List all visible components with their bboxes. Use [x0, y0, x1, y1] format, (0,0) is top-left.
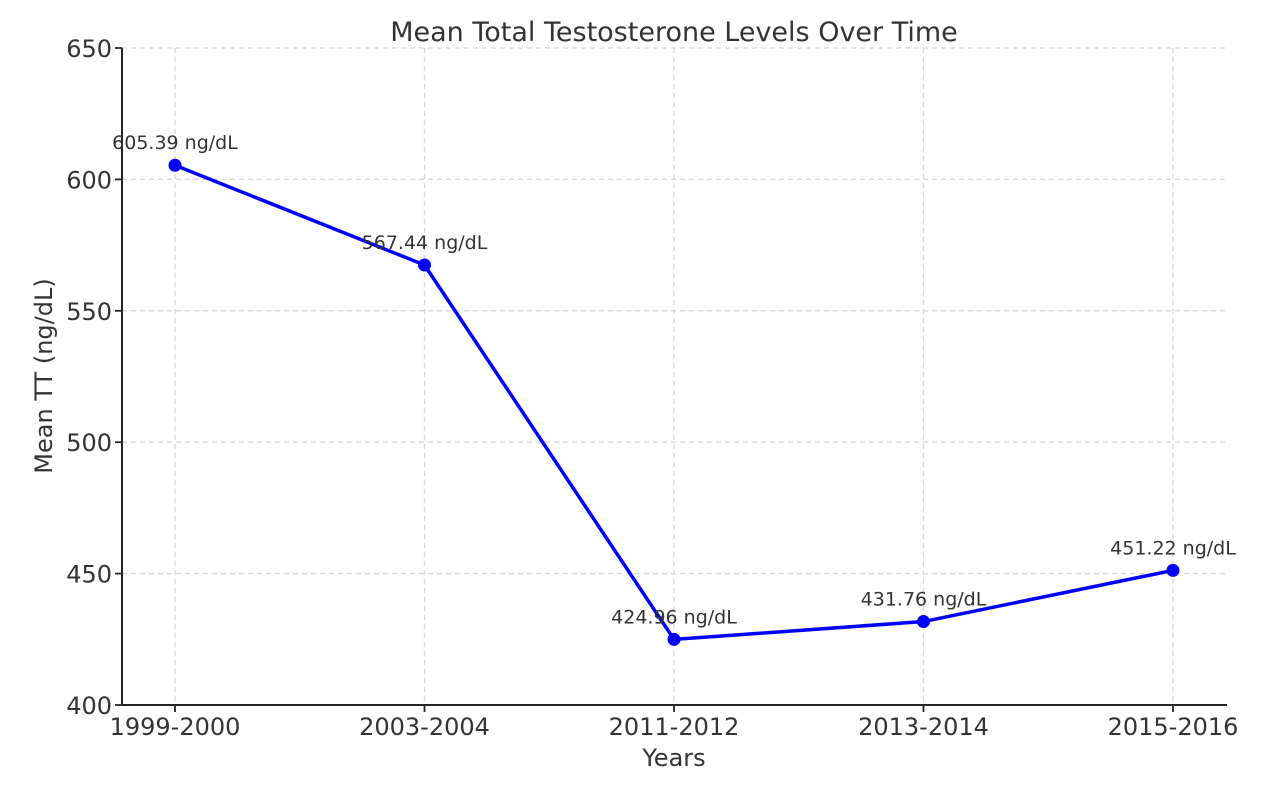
x-tick-label: 2011-2012	[609, 713, 740, 741]
x-axis-label: Years	[641, 744, 705, 772]
data-point-marker	[667, 632, 681, 646]
axis-tick-marks	[115, 47, 1174, 712]
data-series	[168, 158, 1180, 646]
point-value-annotation: 424.96 ng/dL	[611, 606, 737, 628]
x-tick-label: 2003-2004	[359, 713, 490, 741]
y-tick-label: 500	[66, 429, 112, 457]
point-value-annotation: 451.22 ng/dL	[1110, 537, 1236, 559]
y-tick-label: 400	[66, 692, 112, 720]
y-tick-labels: 400 450 500 550 600 650	[66, 35, 112, 720]
x-tick-label: 2015-2016	[1108, 713, 1239, 741]
chart-title: Mean Total Testosterone Levels Over Time	[390, 17, 958, 48]
x-tick-label: 2013-2014	[858, 713, 989, 741]
x-tick-label: 1999-2000	[110, 713, 241, 741]
data-point-marker	[1166, 563, 1180, 577]
point-value-annotation: 431.76 ng/dL	[861, 589, 987, 611]
point-value-annotation: 605.39 ng/dL	[112, 132, 238, 154]
data-point-marker	[917, 615, 930, 629]
y-tick-label: 450	[66, 561, 112, 589]
y-tick-label: 650	[66, 35, 112, 63]
point-annotations: 605.39 ng/dL 567.44 ng/dL 424.96 ng/dL 431.…	[112, 132, 1236, 628]
data-point-marker	[168, 158, 182, 172]
y-axis-label: Mean TT (ng/dL)	[30, 278, 58, 473]
data-point-marker	[418, 258, 431, 272]
point-value-annotation: 567.44 ng/dL	[362, 232, 488, 254]
x-tick-labels: 1999-2000 2003-2004 2011-2012 2013-2014 2015…	[110, 713, 1239, 741]
y-tick-label: 600	[66, 166, 112, 194]
y-tick-label: 550	[66, 298, 112, 326]
